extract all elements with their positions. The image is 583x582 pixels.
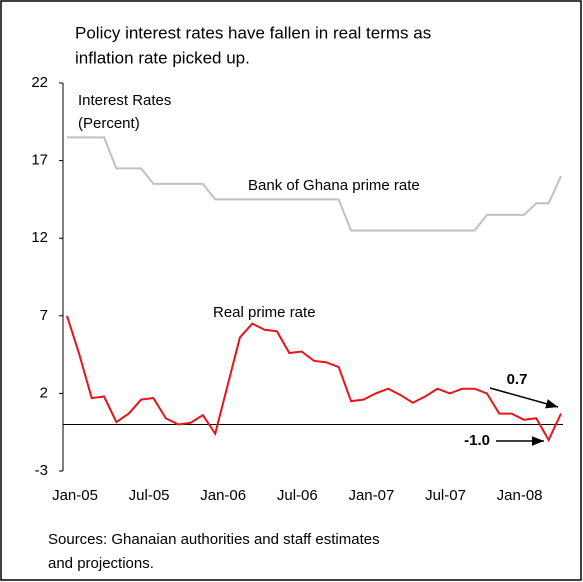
source-note: Sources: Ghanaian authorities and staff … <box>48 531 380 548</box>
y-tick-label: 17 <box>31 152 48 169</box>
series-line <box>66 315 562 443</box>
y-tick-label: -3 <box>35 462 48 479</box>
x-tick-label: Jul-07 <box>425 487 466 504</box>
axis-note: Interest Rates <box>78 92 171 109</box>
y-tick-label: 7 <box>40 307 48 324</box>
axis-note: (Percent) <box>78 115 140 132</box>
series-line <box>67 136 562 232</box>
x-tick-label: Jan-05 <box>52 487 98 504</box>
chart-title: Policy interest rates have fallen in rea… <box>75 23 431 42</box>
x-tick-label: Jan-08 <box>497 487 543 504</box>
data-label: 0.7 <box>507 371 528 388</box>
source-note: and projections. <box>48 555 154 572</box>
series-label: Real prime rate <box>213 304 316 321</box>
x-tick-label: Jul-05 <box>129 487 170 504</box>
data-label: -1.0 <box>464 432 490 449</box>
arrow <box>489 387 559 409</box>
y-tick-label: 12 <box>31 229 48 246</box>
x-tick-label: Jan-06 <box>200 487 246 504</box>
y-tick-label: 2 <box>40 384 48 401</box>
y-tick-label: 22 <box>31 74 48 91</box>
x-tick-label: Jan-07 <box>348 487 394 504</box>
x-tick-label: Jul-06 <box>277 487 318 504</box>
chart-title: inflation rate picked up. <box>75 48 250 67</box>
series-label: Bank of Ghana prime rate <box>248 177 420 194</box>
